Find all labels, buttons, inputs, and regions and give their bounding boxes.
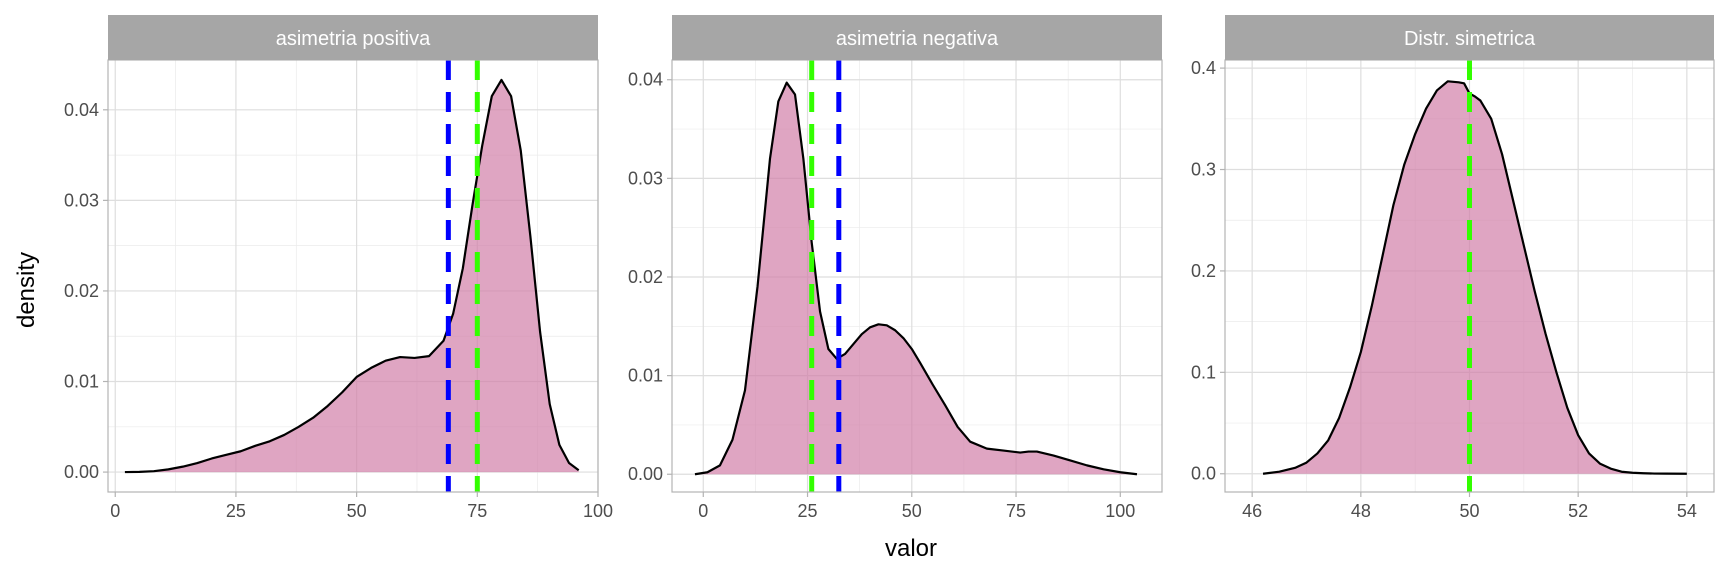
x-tick-label: 0 <box>698 501 708 521</box>
density-curve <box>1262 80 1687 475</box>
y-tick-label: 0.04 <box>628 70 663 90</box>
y-tick-label: 0.04 <box>64 100 99 120</box>
x-tick-label: 50 <box>1459 501 1479 521</box>
facet-strip-label: Distr. simetrica <box>1404 28 1536 50</box>
y-tick-label: 0.4 <box>1191 58 1216 78</box>
y-tick-label: 0.00 <box>64 462 99 482</box>
facet-strip <box>1225 15 1714 60</box>
density-area <box>1263 81 1687 474</box>
x-tick-label: 25 <box>798 501 818 521</box>
density-area <box>124 79 579 473</box>
facet-strip-label: asimetria negativa <box>836 28 999 50</box>
y-tick-label: 0.00 <box>628 464 663 484</box>
x-tick-label: 50 <box>902 501 922 521</box>
y-tick-label: 0.02 <box>628 267 663 287</box>
x-tick-label: 0 <box>110 501 120 521</box>
x-axis-title: valor <box>885 535 937 562</box>
facet-strip <box>672 15 1162 60</box>
y-tick-label: 0.3 <box>1191 160 1216 180</box>
density-curve <box>694 81 1138 476</box>
x-tick-label: 100 <box>583 501 613 521</box>
density-curve <box>124 78 580 474</box>
facet-panel: asimetria negativa 0 25 50 75 100 0.00 0.01 0.02… <box>628 15 1163 521</box>
x-tick-label: 46 <box>1242 501 1262 521</box>
y-tick-label: 0.03 <box>628 168 663 188</box>
x-tick-label: 100 <box>1105 501 1135 521</box>
facet-strip <box>108 15 598 60</box>
x-tick-label: 75 <box>1006 501 1026 521</box>
y-tick-label: 0.01 <box>628 366 663 386</box>
facet-panel: asimetria positiva 0 25 50 75 100 0.00 0.01 0.02… <box>64 15 613 521</box>
y-axis-title: density <box>13 252 40 328</box>
y-tick-label: 0.02 <box>64 281 99 301</box>
y-tick-label: 0.0 <box>1191 464 1216 484</box>
x-tick-label: 48 <box>1351 501 1371 521</box>
facet-panel: Distr. simetrica 46 48 50 52 54 0.0 0.1 0.2 0.3 0.… <box>1191 15 1715 521</box>
x-tick-label: 52 <box>1568 501 1588 521</box>
y-tick-label: 0.01 <box>64 372 99 392</box>
x-tick-label: 50 <box>347 501 367 521</box>
facet-strip-label: asimetria positiva <box>276 28 431 50</box>
x-tick-label: 54 <box>1677 501 1697 521</box>
y-tick-label: 0.03 <box>64 190 99 210</box>
x-tick-label: 25 <box>226 501 246 521</box>
x-tick-label: 75 <box>467 501 487 521</box>
y-tick-label: 0.1 <box>1191 362 1216 382</box>
y-tick-label: 0.2 <box>1191 261 1216 281</box>
